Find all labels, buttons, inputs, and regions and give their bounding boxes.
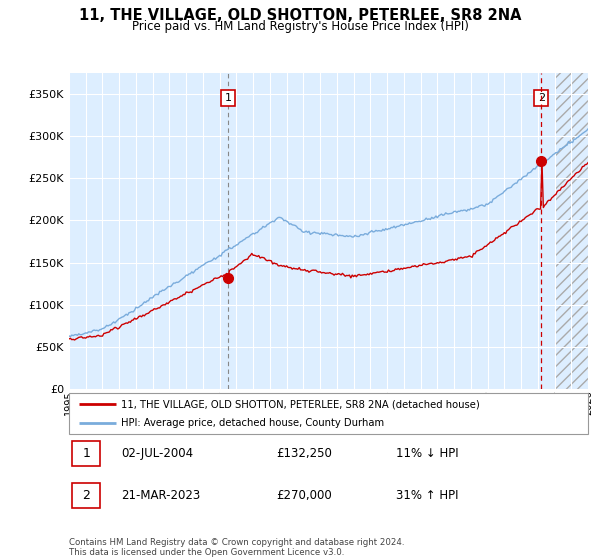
Text: £270,000: £270,000 bbox=[277, 489, 332, 502]
Text: 21-MAR-2023: 21-MAR-2023 bbox=[121, 489, 200, 502]
FancyBboxPatch shape bbox=[71, 483, 100, 508]
Text: 11% ↓ HPI: 11% ↓ HPI bbox=[396, 447, 458, 460]
Text: £132,250: £132,250 bbox=[277, 447, 332, 460]
Bar bbox=[554, 73, 596, 389]
Text: Price paid vs. HM Land Registry's House Price Index (HPI): Price paid vs. HM Land Registry's House … bbox=[131, 20, 469, 32]
FancyBboxPatch shape bbox=[71, 441, 100, 466]
Text: HPI: Average price, detached house, County Durham: HPI: Average price, detached house, Coun… bbox=[121, 418, 384, 428]
Text: 2: 2 bbox=[82, 489, 90, 502]
Text: 11, THE VILLAGE, OLD SHOTTON, PETERLEE, SR8 2NA: 11, THE VILLAGE, OLD SHOTTON, PETERLEE, … bbox=[79, 8, 521, 24]
Text: 02-JUL-2004: 02-JUL-2004 bbox=[121, 447, 193, 460]
FancyBboxPatch shape bbox=[69, 393, 588, 434]
Text: Contains HM Land Registry data © Crown copyright and database right 2024.
This d: Contains HM Land Registry data © Crown c… bbox=[69, 538, 404, 557]
Text: 1: 1 bbox=[82, 447, 90, 460]
Bar bbox=[554, 73, 596, 389]
Text: 2: 2 bbox=[538, 93, 545, 103]
Text: 11, THE VILLAGE, OLD SHOTTON, PETERLEE, SR8 2NA (detached house): 11, THE VILLAGE, OLD SHOTTON, PETERLEE, … bbox=[121, 399, 479, 409]
Text: 1: 1 bbox=[224, 93, 232, 103]
Text: 31% ↑ HPI: 31% ↑ HPI bbox=[396, 489, 458, 502]
